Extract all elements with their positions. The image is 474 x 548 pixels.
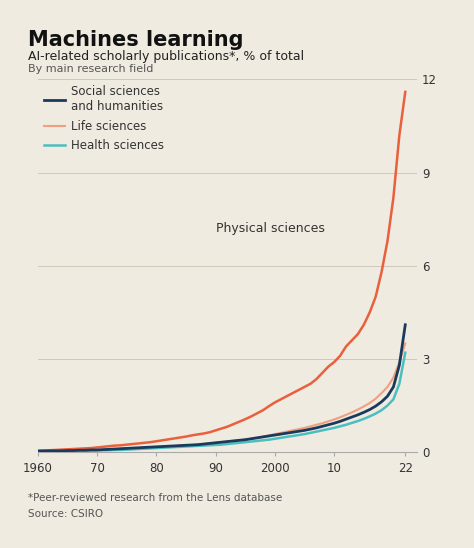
Text: Source: CSIRO: Source: CSIRO — [28, 509, 103, 518]
Text: AI-related scholarly publications*, % of total: AI-related scholarly publications*, % of… — [28, 50, 305, 64]
Text: Physical sciences: Physical sciences — [216, 222, 325, 235]
Legend: Social sciences
and humanities, Life sciences, Health sciences: Social sciences and humanities, Life sci… — [44, 85, 164, 152]
Text: Machines learning: Machines learning — [28, 30, 244, 50]
Text: By main research field: By main research field — [28, 64, 154, 73]
Text: *Peer-reviewed research from the Lens database: *Peer-reviewed research from the Lens da… — [28, 493, 283, 503]
